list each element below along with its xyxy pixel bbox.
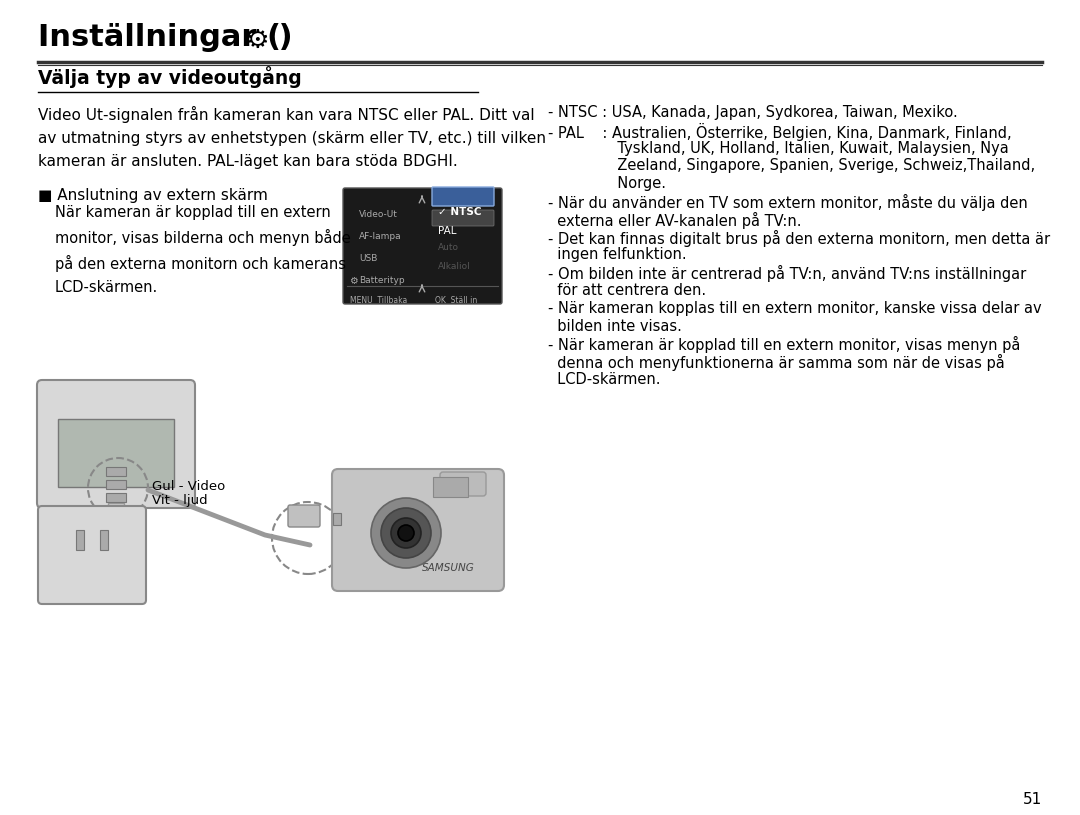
Bar [106, 467, 126, 476]
Text: - När du använder en TV som extern monitor, måste du välja den: - När du använder en TV som extern monit… [548, 194, 1028, 211]
Circle shape [372, 498, 441, 568]
FancyBboxPatch shape [37, 380, 195, 508]
Bar [100, 530, 108, 550]
Text: ⚙: ⚙ [246, 28, 270, 54]
Bar [98, 514, 134, 519]
Bar [106, 493, 126, 502]
Text: - PAL    : Australien, Österrike, Belgien, Kina, Danmark, Finland,: - PAL : Australien, Österrike, Belgien, … [548, 123, 1012, 141]
Text: ingen felfunktion.: ingen felfunktion. [548, 248, 687, 262]
Text: Video-Ut: Video-Ut [359, 210, 397, 219]
Text: - När kameran är kopplad till en extern monitor, visas menyn på: - När kameran är kopplad till en extern … [548, 337, 1021, 354]
Circle shape [381, 508, 431, 558]
Text: USB: USB [359, 254, 377, 263]
Text: OK  Ställ in: OK Ställ in [435, 296, 477, 305]
Text: ⚙: ⚙ [349, 276, 357, 286]
Text: Gul - Video: Gul - Video [152, 480, 226, 493]
Text: Vit - ljud: Vit - ljud [152, 494, 207, 507]
FancyBboxPatch shape [440, 472, 486, 496]
Text: Norge.: Norge. [548, 176, 666, 192]
Text: Video Ut-signalen från kameran kan vara NTSC eller PAL. Ditt val
av utmatning st: Video Ut-signalen från kameran kan vara … [38, 106, 546, 169]
Text: LCD-skärmen.: LCD-skärmen. [548, 372, 661, 387]
Text: ■ Anslutning av extern skärm: ■ Anslutning av extern skärm [38, 188, 268, 203]
Text: PAL: PAL [438, 226, 457, 236]
Circle shape [399, 525, 414, 541]
Text: ✓ NTSC: ✓ NTSC [438, 207, 482, 217]
Bar [333, 513, 341, 525]
Circle shape [391, 518, 421, 548]
Text: för att centrera den.: för att centrera den. [548, 283, 706, 298]
Text: MENU  Tillbaka: MENU Tillbaka [350, 296, 407, 305]
Text: - Om bilden inte är centrerad på TV:n, använd TV:ns inställningar: - Om bilden inte är centrerad på TV:n, a… [548, 265, 1026, 282]
Text: 51: 51 [1023, 792, 1042, 807]
FancyBboxPatch shape [332, 469, 504, 591]
FancyBboxPatch shape [288, 505, 320, 527]
Text: - När kameran kopplas till en extern monitor, kanske vissa delar av: - När kameran kopplas till en extern mon… [548, 301, 1041, 315]
Bar [433, 477, 468, 497]
FancyBboxPatch shape [432, 210, 494, 226]
Bar [106, 480, 126, 489]
Text: Batterityp: Batterityp [359, 276, 405, 285]
Text: - NTSC : USA, Kanada, Japan, Sydkorea, Taiwan, Mexiko.: - NTSC : USA, Kanada, Japan, Sydkorea, T… [548, 105, 958, 120]
Text: AF-lampa: AF-lampa [359, 232, 402, 241]
FancyBboxPatch shape [432, 187, 494, 206]
Text: Auto: Auto [438, 243, 459, 252]
FancyBboxPatch shape [343, 188, 502, 304]
Text: bilden inte visas.: bilden inte visas. [548, 319, 681, 333]
Text: denna och menyfunktionerna är samma som när de visas på: denna och menyfunktionerna är samma som … [548, 355, 1004, 371]
Bar [108, 503, 124, 511]
Text: SAMSUNG: SAMSUNG [421, 563, 474, 573]
Text: Zeeland, Singapore, Spanien, Sverige, Schweiz,Thailand,: Zeeland, Singapore, Spanien, Sverige, Sc… [548, 158, 1035, 174]
Text: Inställningar (: Inställningar ( [38, 23, 281, 52]
Text: ): ) [268, 23, 293, 52]
Text: När kameran är kopplad till en extern
monitor, visas bilderna och menyn både
på : När kameran är kopplad till en extern mo… [55, 205, 351, 295]
Text: - Det kan finnas digitalt brus på den externa monitorn, men detta är: - Det kan finnas digitalt brus på den ex… [548, 230, 1050, 247]
Text: Välja typ av videoutgång: Välja typ av videoutgång [38, 66, 301, 88]
Text: Tyskland, UK, Holland, Italien, Kuwait, Malaysien, Nya: Tyskland, UK, Holland, Italien, Kuwait, … [548, 141, 1009, 156]
Bar [76, 530, 84, 550]
Bar [58, 419, 174, 487]
Text: Alkaliol: Alkaliol [438, 262, 471, 271]
FancyBboxPatch shape [38, 506, 146, 604]
Text: externa eller AV-kanalen på TV:n.: externa eller AV-kanalen på TV:n. [548, 212, 801, 229]
